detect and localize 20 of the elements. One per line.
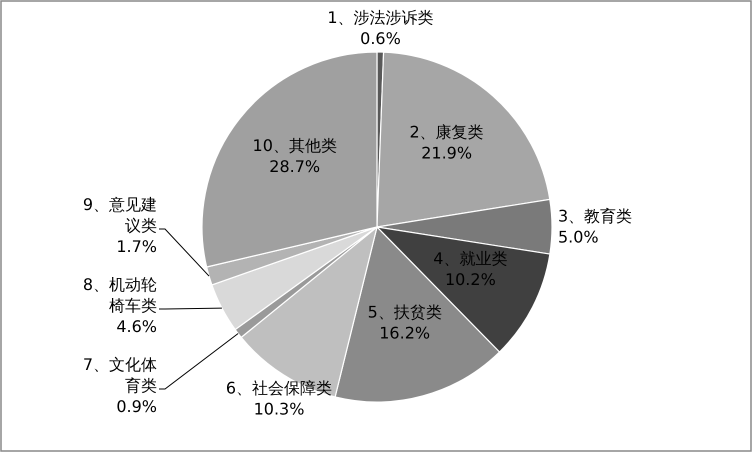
slice-label: 9、意见建议类 [82,195,157,235]
slice-label: 3、教育类 [558,206,632,226]
data-label: 21.9% [421,143,472,162]
slice-label: 4、就业类 [433,249,508,268]
slice-label: 10、其他类 [252,136,337,155]
data-label: 4.6% [116,317,157,336]
slice-label: 8、机动轮椅车类 [82,275,157,315]
slice-label: 2、康复类 [410,122,484,142]
data-label: 5.0% [558,228,599,247]
data-label: 10.2% [444,270,496,290]
data-label: 0.9% [116,397,157,416]
slice-label: 5、扶贫类 [368,302,442,322]
slice-label: 6、社会保障类 [226,378,332,398]
slice-label: 7、文化体育类 [82,355,157,395]
slice-label: 1、涉法涉诉类 [327,8,434,28]
data-label: 0.6% [360,29,401,48]
data-label: 28.7% [269,156,320,176]
data-label: 16.2% [379,323,430,342]
data-label: 1.7% [116,237,157,256]
data-label: 10.3% [254,400,304,419]
